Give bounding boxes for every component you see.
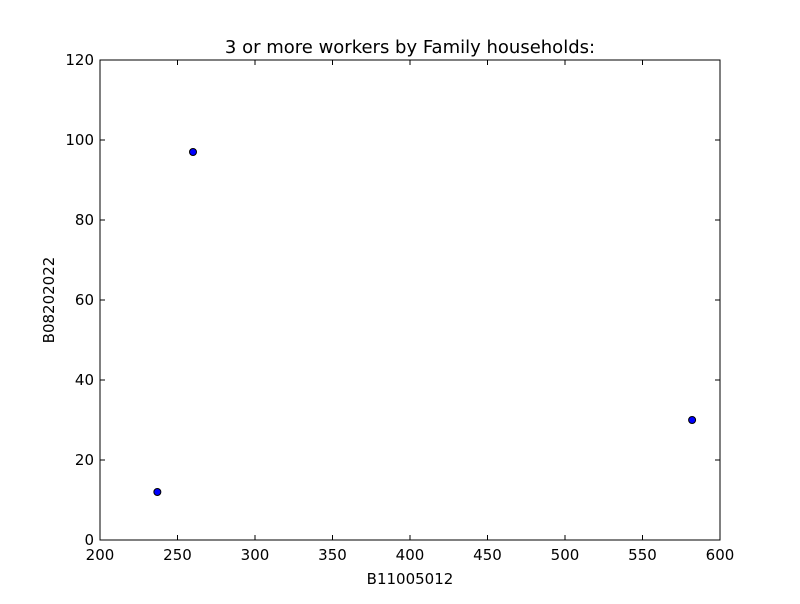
x-tick-label: 300 (241, 546, 270, 564)
x-tick-label: 450 (473, 546, 502, 564)
y-tick-label: 40 (75, 371, 94, 389)
x-tick-label: 500 (551, 546, 580, 564)
y-tick-label: 80 (75, 211, 94, 229)
y-axis-label: B08202022 (40, 257, 58, 344)
x-tick-label: 400 (396, 546, 425, 564)
plot-frame (99, 59, 721, 541)
scatter-point (688, 416, 697, 424)
points-layer (153, 148, 697, 496)
x-tick-label: 350 (318, 546, 347, 564)
y-tick-label: 20 (75, 451, 94, 469)
x-tick-label: 250 (163, 546, 192, 564)
x-tick-label: 550 (628, 546, 657, 564)
chart-title: 3 or more workers by Family households: (225, 37, 595, 58)
x-tick-label: 600 (706, 546, 735, 564)
scatter-point (153, 488, 162, 496)
scatter-point (189, 148, 197, 156)
y-tick-label: 0 (84, 531, 94, 549)
x-axis-label: B11005012 (367, 570, 454, 588)
y-tick-label: 100 (65, 131, 94, 149)
x-tick-label: 200 (86, 546, 115, 564)
y-tick-label: 120 (65, 51, 94, 69)
ticks-layer: 200 250 300 350 400 450 500 550 600 0 20 40 60 80 100 1… (65, 51, 734, 564)
y-tick-label: 60 (75, 291, 94, 309)
